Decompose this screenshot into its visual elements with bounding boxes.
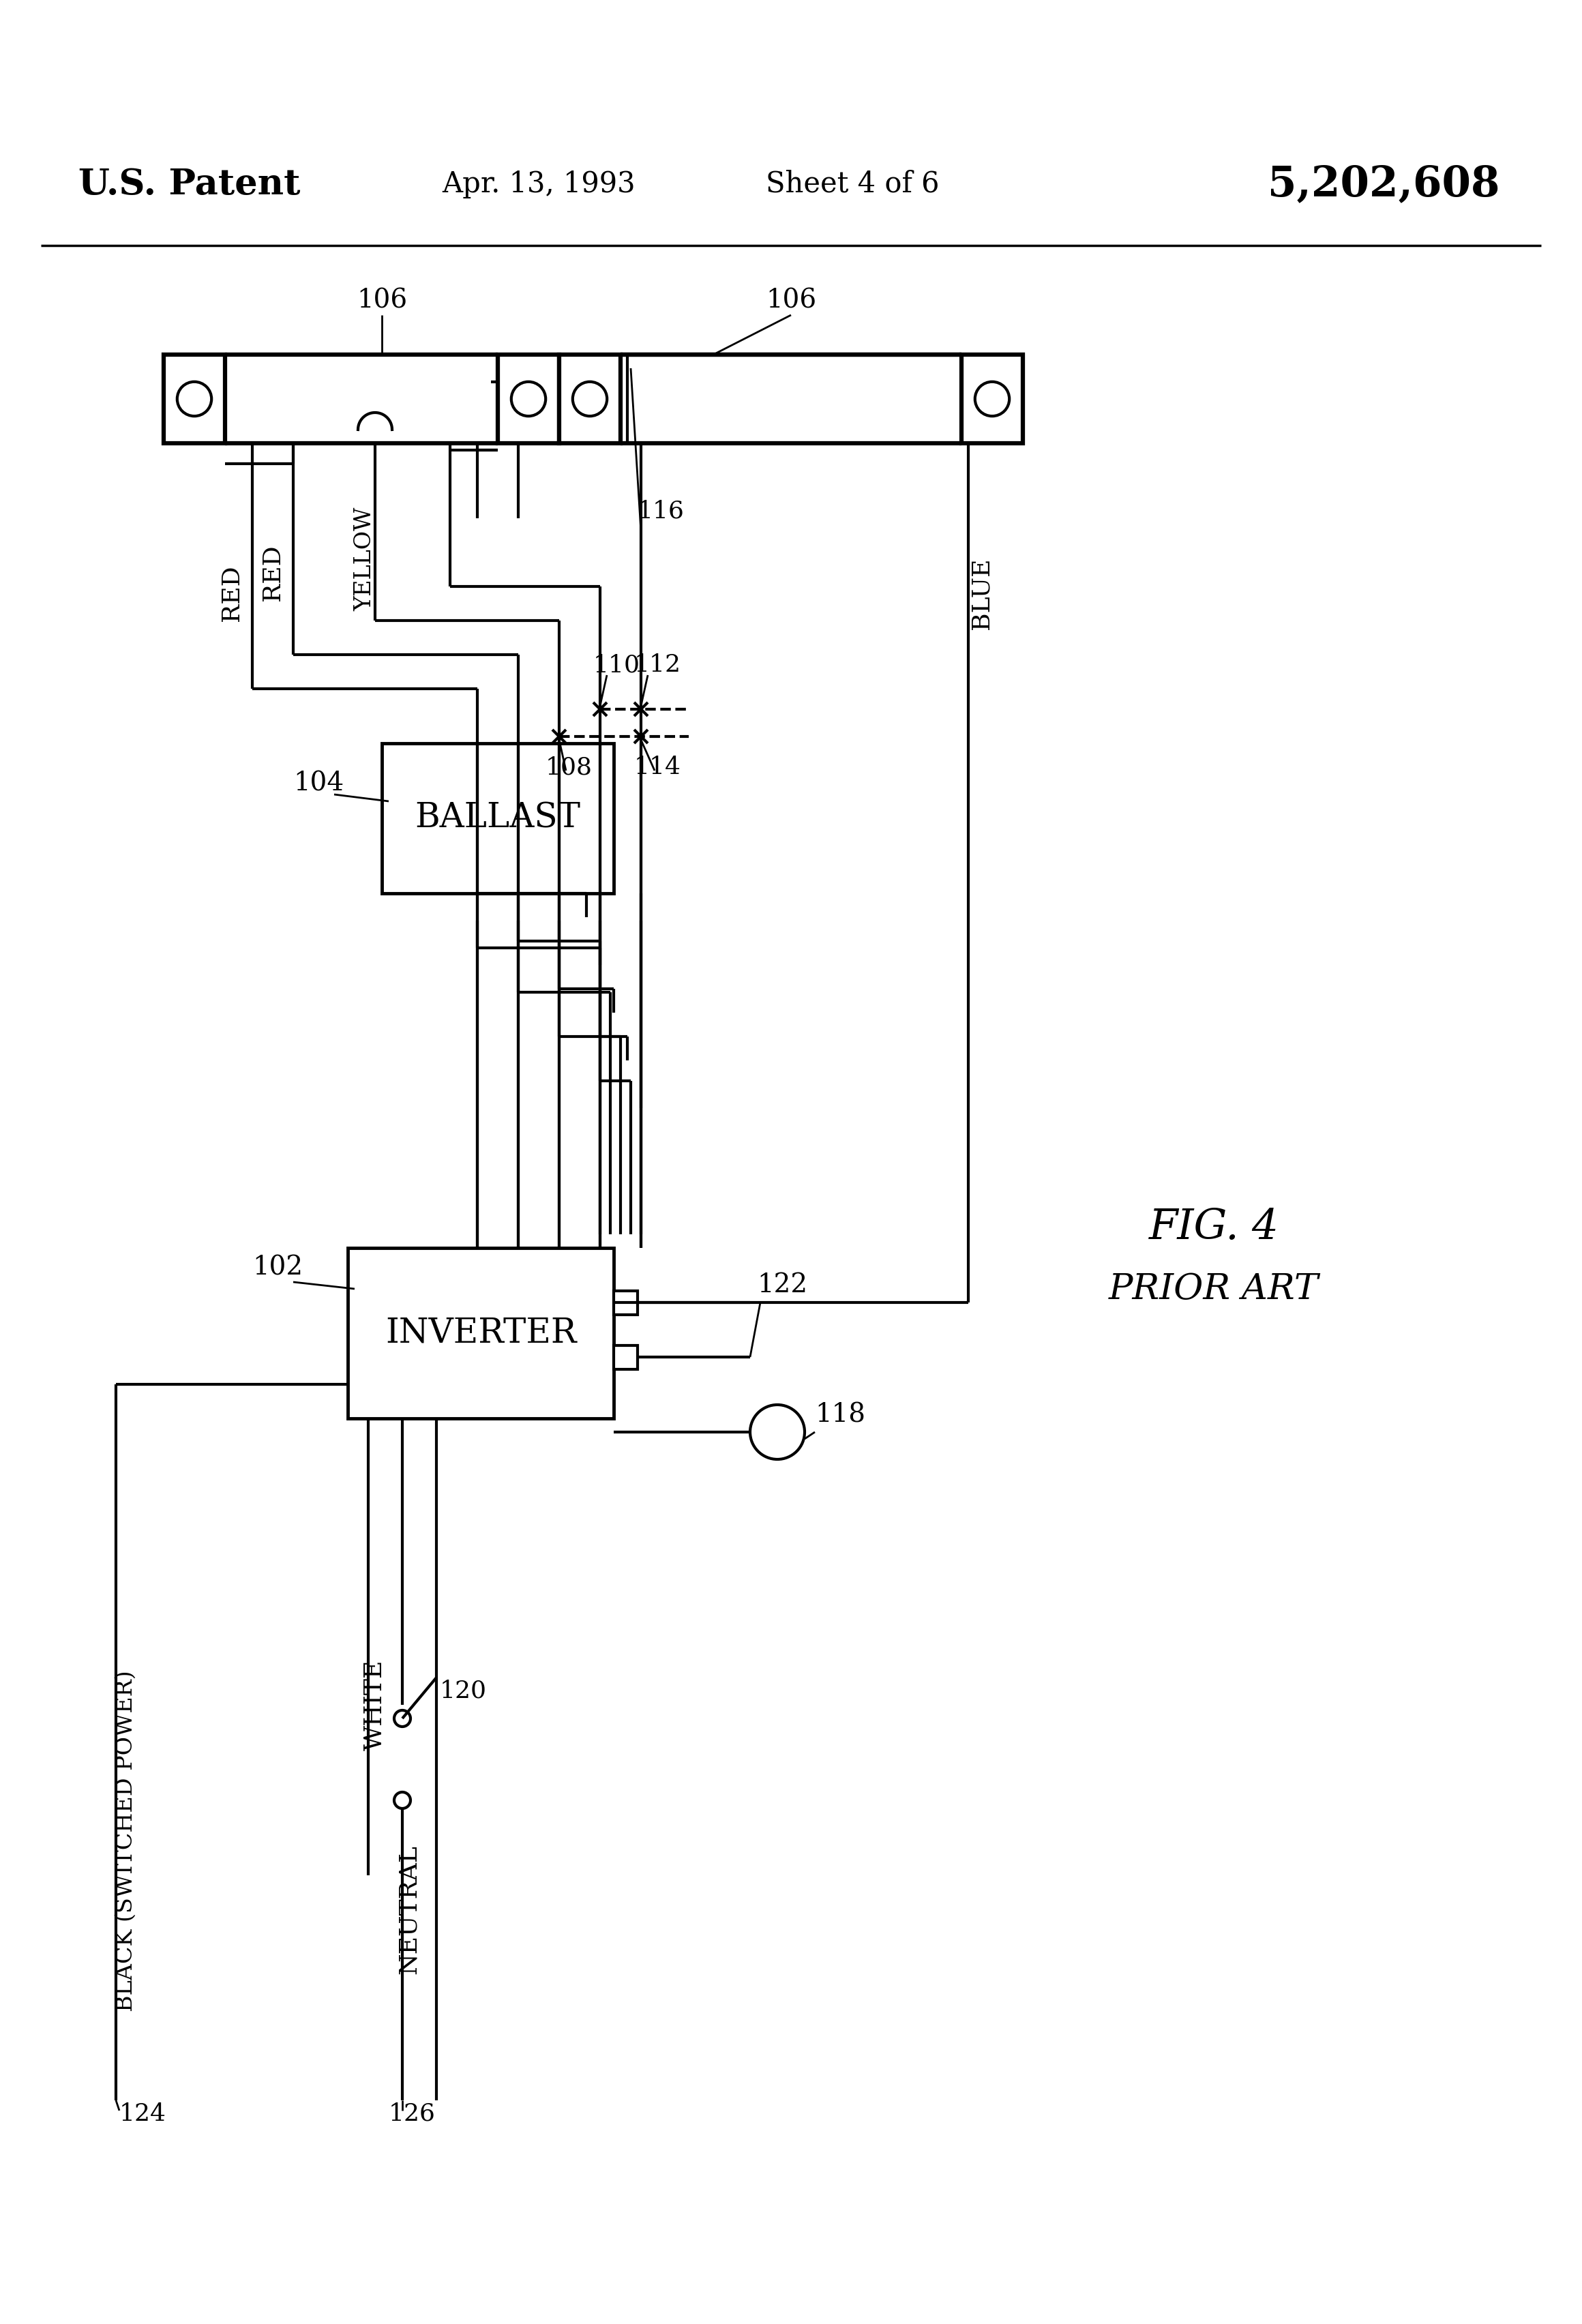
- Text: 102: 102: [252, 1255, 302, 1281]
- Text: 110: 110: [593, 653, 641, 676]
- Text: 108: 108: [546, 755, 593, 779]
- Bar: [962, 356, 1024, 444]
- Text: 5,202,608: 5,202,608: [1269, 163, 1500, 205]
- Text: 124: 124: [119, 2103, 166, 2126]
- Text: 104: 104: [293, 772, 343, 797]
- Text: NEUTRAL: NEUTRAL: [397, 1845, 421, 1973]
- Text: 106: 106: [766, 288, 816, 314]
- Text: PRIOR ART: PRIOR ART: [1109, 1271, 1319, 1306]
- Bar: [614, 1290, 638, 1315]
- Text: Sheet 4 of 6: Sheet 4 of 6: [766, 170, 940, 198]
- Bar: [348, 1248, 614, 1418]
- Bar: [558, 356, 620, 444]
- Text: 116: 116: [638, 500, 685, 523]
- Bar: [163, 356, 225, 444]
- Text: FIG. 4: FIG. 4: [1149, 1206, 1278, 1248]
- Text: RED: RED: [261, 544, 285, 602]
- Text: YELLOW: YELLOW: [354, 507, 377, 611]
- Bar: [498, 356, 558, 444]
- Text: 120: 120: [440, 1680, 487, 1703]
- Text: U.S. Patent: U.S. Patent: [79, 167, 301, 202]
- Text: RED: RED: [220, 565, 244, 621]
- Text: INVERTER: INVERTER: [384, 1315, 576, 1350]
- Text: WHITE: WHITE: [364, 1659, 386, 1750]
- Text: Apr. 13, 1993: Apr. 13, 1993: [441, 170, 636, 198]
- Bar: [381, 744, 614, 892]
- Text: BLUE: BLUE: [970, 558, 993, 630]
- Text: 126: 126: [389, 2103, 435, 2126]
- Text: 114: 114: [634, 755, 682, 779]
- Text: 106: 106: [356, 288, 407, 314]
- Text: 122: 122: [756, 1274, 807, 1297]
- Text: 112: 112: [634, 653, 682, 676]
- Bar: [614, 1346, 638, 1369]
- Text: BLACK (SWITCHED POWER): BLACK (SWITCHED POWER): [115, 1671, 138, 2013]
- Text: BALLAST: BALLAST: [414, 802, 581, 834]
- Text: 118: 118: [815, 1401, 865, 1427]
